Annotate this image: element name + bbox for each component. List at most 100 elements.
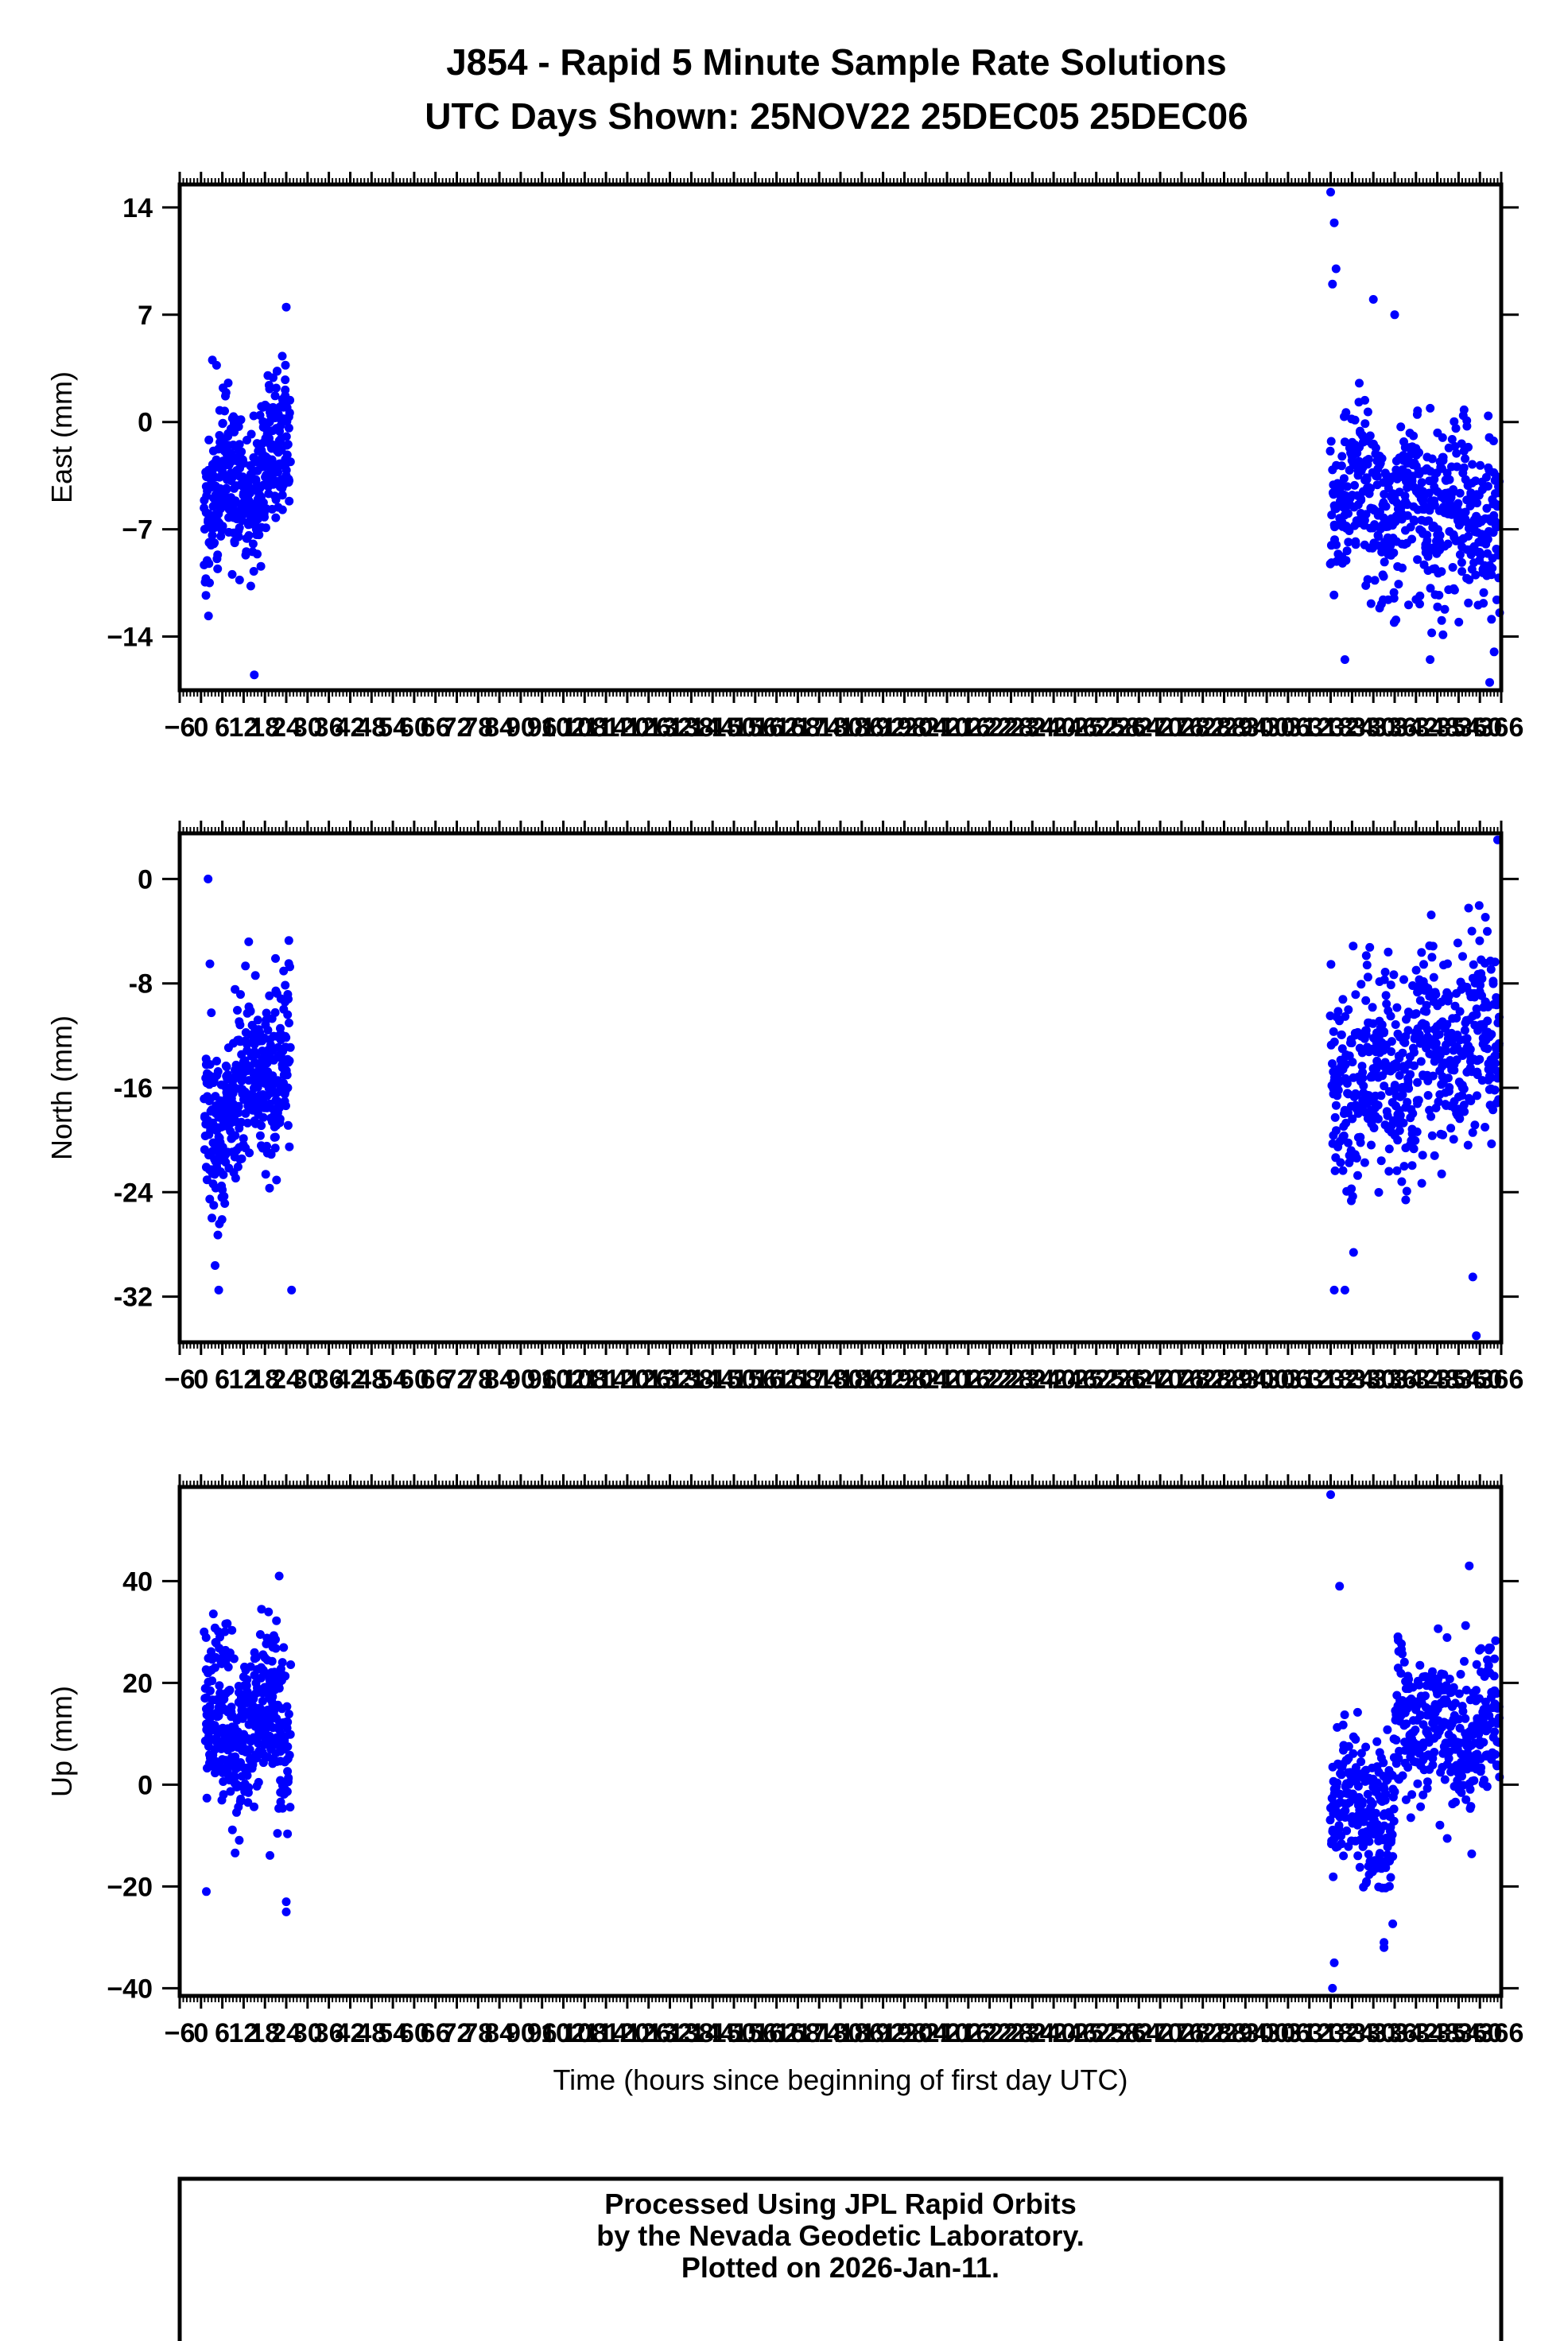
x-tick-label: 324 [1329, 1365, 1375, 1395]
data-point [223, 1619, 232, 1629]
data-point [1339, 1851, 1349, 1861]
data-point [1468, 460, 1477, 469]
data-point [283, 1120, 293, 1130]
x-tick-label: 318 [1308, 1365, 1353, 1395]
x-tick-label: 174 [797, 2018, 842, 2048]
data-point [251, 475, 261, 484]
x-tick-label: 156 [732, 712, 778, 743]
data-point [1340, 1285, 1349, 1295]
data-point [243, 436, 251, 445]
y-tick-label: 40 [122, 1566, 153, 1597]
data-point [1329, 1958, 1339, 1967]
data-point [1370, 576, 1380, 585]
data-point [1376, 1849, 1384, 1858]
data-point [255, 1131, 265, 1140]
x-tick-label: 360 [1457, 2018, 1503, 2048]
data-points [200, 835, 1504, 1341]
data-point [283, 1829, 293, 1838]
data-point [1490, 1058, 1500, 1068]
data-point [1384, 1167, 1394, 1176]
data-point [223, 1663, 233, 1671]
x-tick-label: 54 [378, 2018, 408, 2048]
data-point [1408, 1108, 1418, 1118]
data-point [253, 549, 262, 559]
data-point [1489, 647, 1499, 657]
x-tick-label: 132 [647, 1365, 693, 1395]
data-point [1414, 1096, 1423, 1105]
x-tick-label: 192 [860, 1365, 906, 1395]
data-point [1347, 1039, 1356, 1048]
data-point [1412, 1127, 1422, 1136]
data-point [285, 395, 295, 405]
data-point [1461, 1621, 1470, 1630]
data-point [1491, 1636, 1500, 1645]
data-point [244, 1783, 254, 1792]
x-tick-label: 132 [647, 712, 693, 743]
x-tick-label: 360 [1457, 712, 1503, 743]
data-point [1428, 941, 1438, 951]
data-point [1445, 475, 1454, 484]
data-point [1355, 379, 1364, 388]
data-point [286, 1660, 296, 1669]
x-tick-label: 48 [356, 2018, 386, 2048]
data-point [1466, 1097, 1476, 1105]
data-point [1472, 1331, 1481, 1341]
x-tick-label: 318 [1308, 712, 1353, 743]
data-point [1388, 1919, 1398, 1928]
data-point [240, 1662, 249, 1671]
data-point [1487, 570, 1496, 580]
x-tick-label: 48 [356, 1365, 386, 1395]
data-point [1326, 437, 1336, 446]
data-point [254, 530, 264, 540]
x-tick-label: 270 [1138, 2018, 1183, 2048]
data-point [1380, 975, 1389, 984]
data-point [1488, 976, 1498, 986]
data-point [1344, 509, 1353, 518]
data-point [1417, 478, 1426, 487]
x-tick-label: 138 [669, 712, 714, 743]
y-tick-label: −40 [107, 1974, 153, 2004]
data-point [1403, 1097, 1412, 1107]
data-point [1468, 1272, 1477, 1282]
x-tick-label: 168 [775, 1365, 821, 1395]
data-point [1463, 1140, 1473, 1150]
data-point [1422, 1025, 1432, 1035]
data-point [1398, 1090, 1407, 1100]
data-point [236, 990, 245, 1000]
x-tick-label: 186 [839, 712, 884, 743]
data-point [212, 360, 221, 370]
x-tick-label: 246 [1053, 2018, 1098, 2048]
data-point [212, 1056, 221, 1066]
x-minor-ticks [179, 178, 1502, 697]
data-point [1363, 575, 1372, 584]
x-tick-label: 114 [584, 712, 628, 743]
data-point [253, 1015, 262, 1025]
data-point [225, 1685, 235, 1695]
data-point [1416, 1802, 1426, 1811]
x-tick-label: 306 [1266, 1365, 1311, 1395]
data-point [213, 1067, 223, 1076]
data-point [1359, 1842, 1368, 1851]
data-point [220, 1627, 230, 1636]
data-point [1364, 455, 1373, 464]
data-point [1342, 546, 1352, 556]
x-tick-label: 198 [882, 712, 927, 743]
data-point [1360, 395, 1369, 405]
data-point [1361, 1742, 1371, 1752]
data-point [1410, 1061, 1419, 1070]
data-point [234, 1101, 243, 1111]
data-point [1364, 1837, 1374, 1846]
data-point [1338, 995, 1348, 1004]
x-tick-label: 126 [626, 2018, 671, 2048]
data-point [285, 1750, 294, 1760]
data-point [1457, 1788, 1466, 1797]
data-point [1392, 1003, 1402, 1012]
data-point [1486, 1073, 1496, 1082]
data-point [1438, 433, 1447, 442]
data-point [1452, 448, 1461, 458]
y-tick-label: 0 [138, 864, 153, 895]
data-point [210, 1663, 219, 1672]
data-point [222, 1062, 231, 1072]
data-point [204, 874, 213, 883]
data-point [1461, 507, 1470, 517]
